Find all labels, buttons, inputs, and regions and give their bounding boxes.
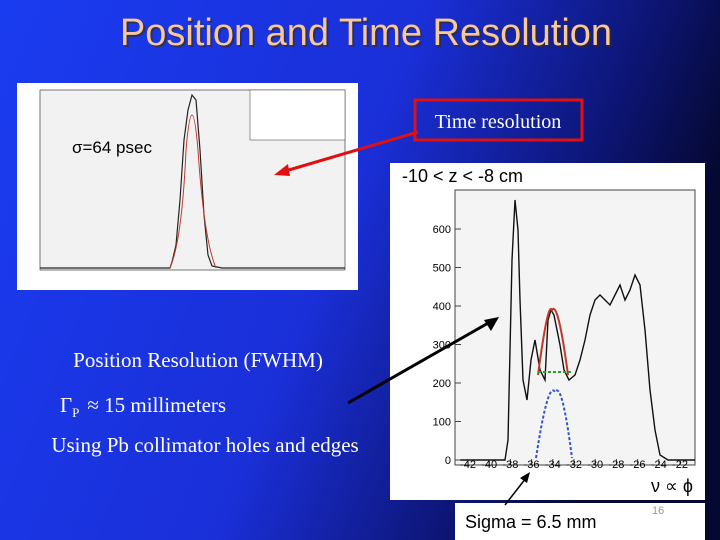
arrow-head bbox=[484, 317, 499, 331]
sigma-annotation: σ=64 psec bbox=[72, 138, 152, 157]
x-tick-label: -28 bbox=[608, 459, 624, 471]
y-tick-label: 400 bbox=[433, 301, 451, 313]
y-tick-label: 200 bbox=[433, 378, 451, 390]
body-wrap: Using Pb collimator holes and edges bbox=[51, 433, 359, 457]
page-number: 16 bbox=[652, 505, 664, 517]
x-tick-label: -42 bbox=[460, 459, 476, 471]
callout-box bbox=[413, 98, 584, 142]
y-tick-label: 600 bbox=[433, 224, 451, 236]
x-tick-label: -36 bbox=[524, 459, 540, 471]
body-line: ΓP ≈ 15 millimeters bbox=[60, 393, 226, 420]
title: Position and Time Resolution bbox=[120, 12, 612, 54]
x-tick-label: -24 bbox=[651, 459, 667, 471]
x-tick-label: -26 bbox=[630, 459, 646, 471]
position-plot: -10 < z < -8 cm ν ∝ ϕ Sigma = 6.5 mm 16 … bbox=[390, 163, 705, 540]
plot-title: -10 < z < -8 cm bbox=[402, 166, 523, 186]
x-tick-label: -38 bbox=[502, 459, 518, 471]
y-tick-label: 0 bbox=[445, 455, 451, 467]
x-tick-label: -34 bbox=[545, 459, 561, 471]
arrow-head bbox=[520, 472, 530, 483]
resolution-text: ≈ 15 millimeters bbox=[87, 393, 226, 417]
y-tick-label: 500 bbox=[433, 263, 451, 275]
subscript: P bbox=[72, 405, 79, 420]
callout-label: Time resolution bbox=[435, 111, 562, 133]
body-line: Using Pb collimator holes and edges bbox=[51, 433, 359, 457]
arrow-head bbox=[274, 164, 290, 176]
x-tick-label: -22 bbox=[672, 459, 688, 471]
body-line: Position Resolution (FWHM) bbox=[73, 348, 323, 372]
time-plot: σ=64 psec bbox=[17, 83, 358, 290]
x-tick-label: -32 bbox=[566, 459, 582, 471]
y-tick-label: 100 bbox=[433, 417, 451, 429]
x-axis-label: ν ∝ ϕ bbox=[651, 476, 693, 496]
gamma: Γ bbox=[60, 393, 72, 417]
callout-arrow bbox=[281, 130, 419, 174]
arrow bbox=[347, 320, 491, 405]
x-tick-label: -40 bbox=[481, 459, 497, 471]
x-tick-label: -30 bbox=[587, 459, 603, 471]
arrow bbox=[504, 477, 527, 506]
sigma-note: Sigma = 6.5 mm bbox=[465, 512, 597, 532]
title-shadow: Position and Time Resolution bbox=[122, 14, 614, 56]
